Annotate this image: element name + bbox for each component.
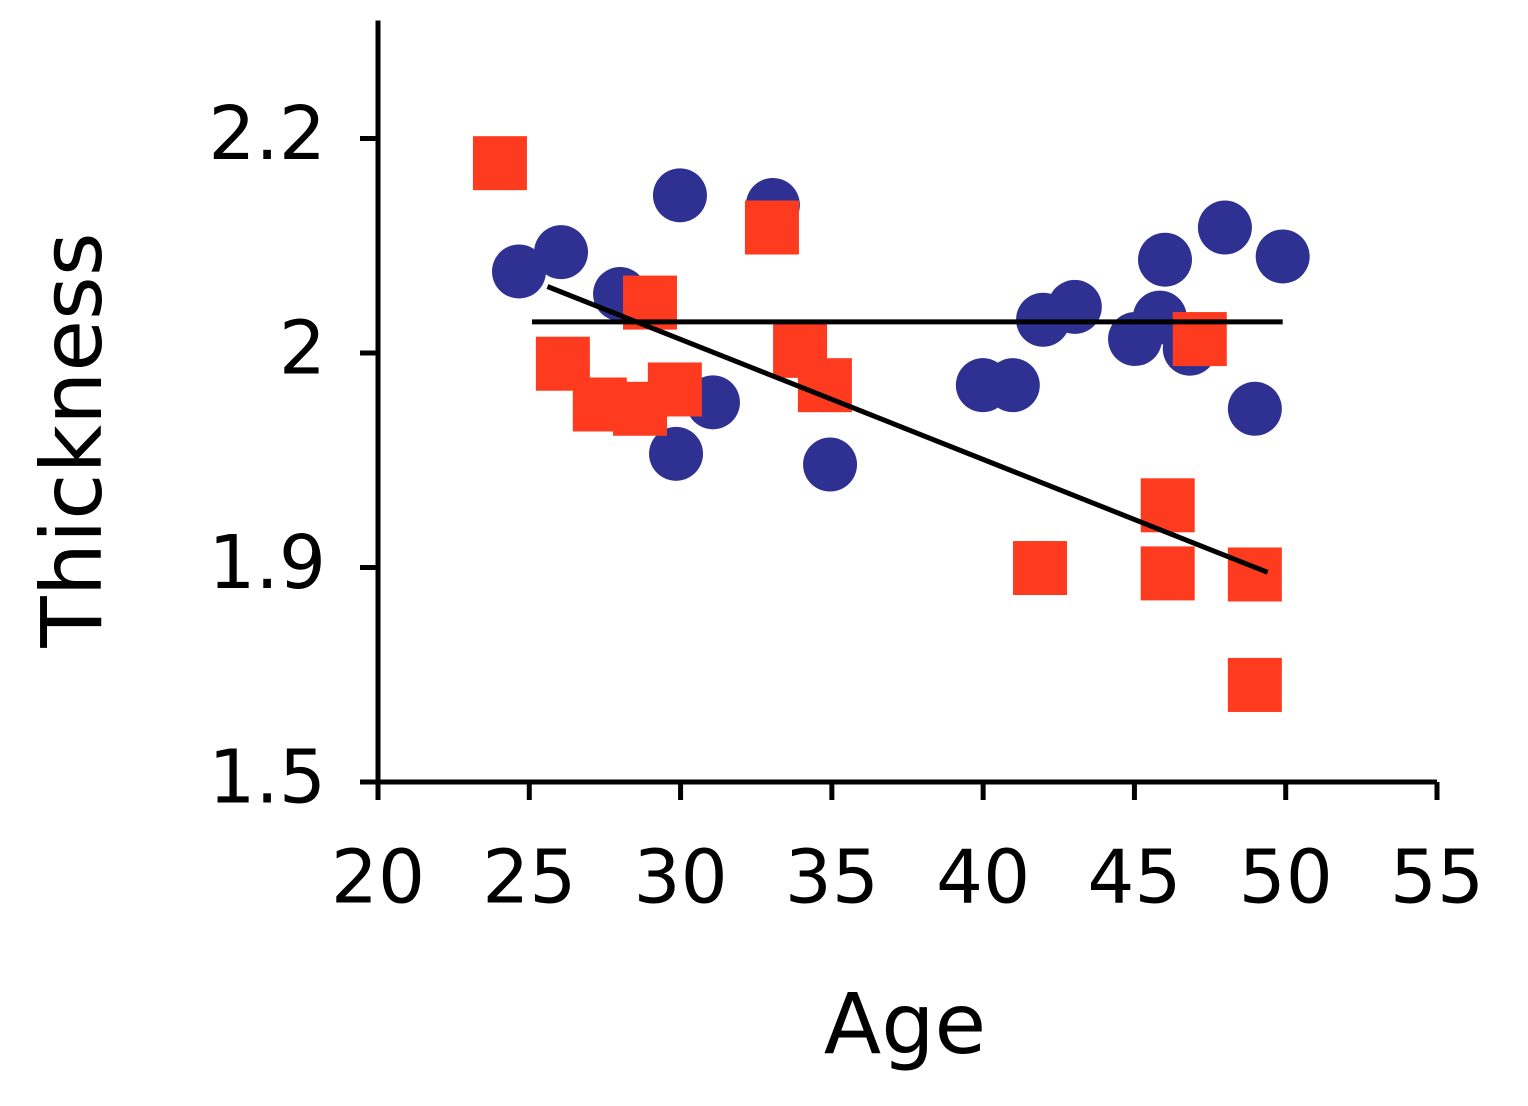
point [652,168,707,223]
point [1047,279,1102,334]
y-tick-label: 1.5 [208,735,326,821]
x-tick-label: 50 [1239,835,1333,921]
x-tick-label: 20 [331,835,425,921]
y-tick-label: 2.2 [208,91,326,177]
point [534,225,589,280]
point [491,244,546,299]
x-tick-label: 35 [785,835,879,921]
y-tick-label: 1.9 [208,520,326,606]
point [472,136,527,191]
x-tick-label: 55 [1390,835,1484,921]
y-tick-label: 2 [279,306,326,392]
point [1255,229,1310,284]
x-axis-label: Age [824,975,986,1073]
x-tick-label: 40 [936,835,1030,921]
point [1140,546,1195,601]
point [1197,200,1252,255]
fit-line [546,284,1269,575]
x-tick-label: 30 [633,835,727,921]
point [1013,541,1068,596]
point [1227,657,1282,712]
point [1227,381,1282,436]
point [744,200,799,255]
x-tick-label: 45 [1087,835,1181,921]
y-axis-label: Thickness [23,232,121,648]
point [1137,232,1192,287]
point [1227,547,1282,602]
point [647,362,702,417]
x-tick-label: 25 [482,835,576,921]
point [985,358,1040,413]
point [649,426,704,481]
point [803,437,858,492]
